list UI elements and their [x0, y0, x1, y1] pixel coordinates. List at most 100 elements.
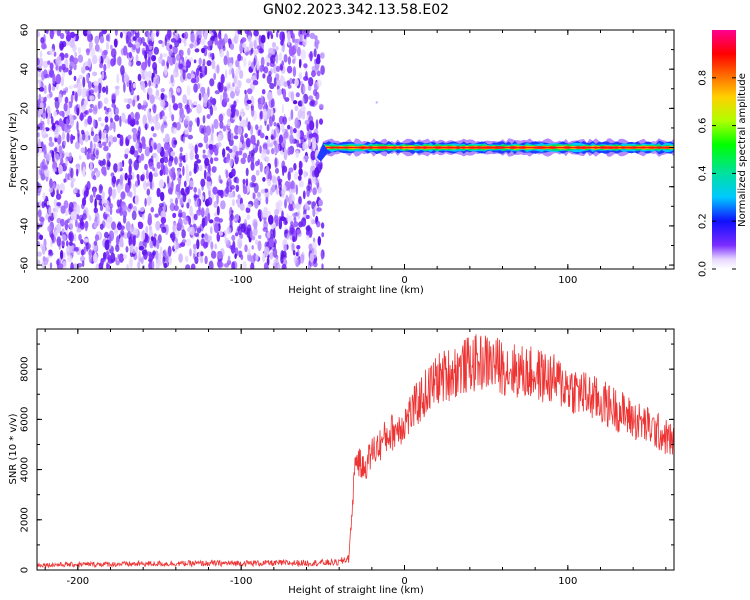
spectrogram-noise-cell [104, 239, 110, 251]
spectrogram-noise-cell [244, 89, 247, 95]
spectrogram-noise-cell [250, 255, 255, 265]
spectrogram-noise-cell [246, 88, 253, 95]
spectrogram-noise-cell [266, 124, 270, 132]
spectrogram-noise-cell [208, 143, 214, 150]
spectrogram-noise-cell [291, 137, 295, 144]
spectrogram-noise-cell [78, 233, 82, 241]
spectrogram-noise-cell [253, 221, 258, 230]
spectrogram-noise-cell [295, 203, 301, 210]
spectrogram-noise-cell [250, 125, 254, 136]
spectrogram-noise-cell [210, 35, 215, 41]
spectrogram-noise-cell [87, 115, 93, 125]
spectrogram-noise-cell [290, 91, 295, 102]
spectrogram-noise-cell [308, 178, 312, 185]
spectrogram-noise-cell [200, 251, 204, 257]
spectrogram-noise-cell [172, 45, 178, 55]
spectrogram-noise-cell [63, 102, 68, 112]
spectrogram-noise-cell [260, 189, 266, 194]
spectrogram-noise-cell [60, 250, 64, 260]
spectrogram-noise-cell [185, 152, 188, 162]
spectrogram-noise-cell [270, 55, 276, 64]
spectrogram-stray-cell [375, 101, 378, 104]
spectrogram-noise-cell [223, 33, 228, 44]
spectrogram-noise-cell [304, 202, 309, 210]
spectrogram-noise-cell [124, 148, 130, 155]
spectrogram-noise-cell [315, 160, 320, 169]
spectrogram-noise-cell [300, 49, 306, 60]
spectrogram-noise-cell [273, 122, 277, 127]
spectrogram-noise-cell [274, 208, 280, 216]
spectrogram-noise-cell [292, 236, 295, 243]
spectrogram-noise-cell [48, 249, 53, 254]
spectrogram-noise-cell [153, 46, 159, 55]
spectrogram-noise-cell [110, 48, 117, 58]
spectrogram-noise-cell [66, 132, 70, 143]
spectrogram-noise-cell [142, 229, 146, 241]
spectrogram-noise-cell [125, 246, 129, 253]
spectrogram-noise-cell [281, 45, 285, 52]
spectrogram-noise-cell [80, 147, 86, 153]
snr-xlabel: Height of straight line (km) [288, 585, 424, 596]
spectrogram-noise-cell [196, 239, 200, 250]
spectrogram-noise-cell [172, 212, 177, 218]
spectrogram-noise-cell [107, 32, 111, 43]
spectrogram-noise-cell [185, 264, 191, 269]
spectrogram-noise-cell [301, 111, 306, 120]
spectrogram-noise-cell [203, 32, 208, 40]
spectrogram-noise-cell [259, 124, 263, 130]
spectrogram-noise-cell [183, 216, 189, 225]
spectrogram-noise-cell [103, 252, 107, 259]
spectrogram-noise-cell [232, 82, 235, 88]
spectrogram-noise-cell [179, 152, 183, 163]
spectrogram-noise-cell [275, 187, 279, 195]
spectrogram-noise-cell [287, 84, 292, 89]
spectrogram-noise-cell [147, 108, 151, 120]
spectrogram-noise-cell [178, 162, 183, 168]
spectrogram-noise-cell [219, 262, 224, 268]
colorbar-tick-label: 0.2 [698, 213, 709, 229]
spectrogram-noise-cell [239, 203, 245, 211]
spectrogram-noise-cell [206, 175, 211, 182]
spectrogram-noise-cell [37, 259, 41, 266]
spectrogram-noise-cell [263, 217, 267, 224]
spectrogram-noise-cell [60, 218, 65, 227]
colorbar-tick-label: 0.8 [698, 70, 709, 86]
spectrogram-noise-cell [87, 58, 92, 68]
spectrogram-noise-cell [143, 180, 147, 191]
snr-xtick-label: 0 [401, 576, 407, 587]
spectrogram-noise-cell [182, 69, 186, 80]
spectrogram-noise-cell [83, 190, 87, 200]
spectrogram-noise-cell [94, 221, 97, 228]
spectrogram-noise-cell [77, 54, 84, 63]
spectrogram-noise-cell [289, 77, 293, 85]
spectrogram-noise-cell [98, 159, 102, 166]
spectrogram-noise-cell [239, 69, 244, 79]
spectrogram-noise-cell [165, 133, 170, 139]
spectrogram-noise-cell [47, 216, 51, 223]
spectrogram-noise-cell [209, 78, 215, 87]
spectrogram-noise-cell [65, 208, 69, 217]
spectrogram-noise-cell [260, 95, 264, 105]
spectrogram-noise-cell [49, 62, 54, 71]
spectrogram-noise-cell [255, 160, 259, 167]
spectrogram-noise-cell [246, 99, 252, 104]
spectrogram-noise-cell [211, 124, 214, 135]
spectrogram-noise-cell [251, 174, 256, 183]
spectrogram-noise-cell [229, 43, 235, 50]
spectrogram-noise-cell [131, 127, 137, 134]
spectrogram-noise-cell [247, 121, 251, 131]
spectrogram-noise-cell [305, 214, 310, 220]
spectrogram-noise-cell [51, 85, 56, 91]
spectrogram-noise-cell [262, 210, 268, 220]
spectrogram-noise-cell [249, 181, 255, 188]
spectrogram-noise-cell [124, 153, 129, 159]
spectrogram-noise-cell [53, 153, 60, 163]
spectrogram-noise-cell [271, 42, 277, 48]
spectrogram-noise-cell [303, 85, 306, 94]
spectrogram-noise-cell [313, 261, 318, 268]
spectrogram-noise-cell [311, 72, 317, 77]
spectrogram-noise-cell [237, 198, 241, 208]
snr-xtick-label: 100 [558, 576, 577, 587]
spectrogram-noise-cell [135, 141, 140, 150]
spectrogram-noise-cell [155, 250, 159, 260]
